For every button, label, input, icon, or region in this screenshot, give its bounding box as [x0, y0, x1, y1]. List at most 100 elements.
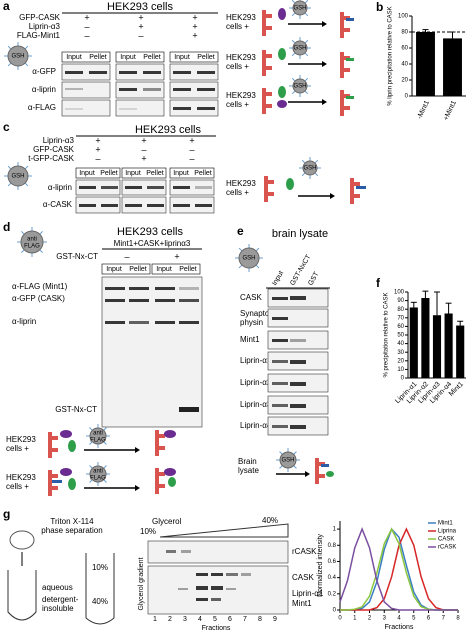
blot-band: [197, 71, 215, 74]
bead-spike: [291, 52, 296, 57]
blot-band: [195, 204, 212, 207]
blot: [61, 81, 111, 99]
bead-spike: [255, 264, 260, 269]
blot-band: [119, 88, 137, 91]
cell-protein: [262, 66, 272, 70]
blot-band: [272, 297, 288, 300]
bead-spike: [103, 465, 107, 469]
blot-band: [272, 404, 288, 407]
label: Input: [106, 266, 122, 273]
bead-label: GSH: [242, 256, 255, 262]
sign: +: [95, 144, 100, 154]
panel-title: HEK293 cells: [117, 226, 184, 238]
cell-protein: [48, 436, 58, 440]
blot: [75, 196, 121, 214]
label: FLAG-Mint1: [17, 31, 61, 40]
x-tick-label: 2: [368, 616, 372, 622]
blot-band: [173, 88, 191, 91]
cell-protein: [155, 484, 165, 488]
blot: [115, 99, 165, 117]
lane-box: [169, 51, 219, 63]
panel-label: f: [376, 276, 381, 290]
lane-box: [115, 51, 165, 63]
label: Input: [156, 266, 172, 273]
x-axis-label: Fractions: [385, 624, 414, 631]
label: Pellet: [194, 170, 212, 177]
bead-spike: [89, 427, 93, 431]
label: cells +: [226, 62, 249, 71]
cell-protein: [48, 486, 58, 490]
bead-label: GSH: [293, 84, 306, 90]
bead-spike: [7, 182, 12, 187]
blot-band: [101, 186, 118, 189]
cell-protein: [155, 472, 165, 476]
y-tick-label: 10: [397, 367, 404, 373]
panel-label: e: [237, 224, 244, 238]
y-tick-label: 0: [333, 608, 337, 614]
bead-spike: [103, 427, 107, 431]
sign: –: [84, 21, 89, 31]
cell-protein: [48, 470, 52, 496]
tube: [7, 570, 37, 621]
label: HEK293: [6, 435, 36, 444]
lane-number: 2: [168, 616, 172, 623]
lane-box: [169, 167, 215, 179]
complex: [346, 96, 354, 99]
sign: +: [138, 21, 143, 31]
label: Mint1: [240, 335, 260, 344]
y-tick-label: 30: [397, 350, 404, 356]
cell-protein: [264, 176, 268, 202]
blot: [75, 179, 121, 196]
cell-protein: [262, 10, 266, 36]
bead-spike: [255, 247, 260, 252]
sign: –: [84, 30, 89, 40]
y-tick-label: 80: [401, 30, 408, 36]
bar: [443, 38, 462, 96]
bead: [20, 230, 44, 254]
label: Pellet: [143, 54, 161, 61]
label: Mint1: [292, 599, 312, 608]
cell-protein: [340, 12, 344, 38]
y-tick-label: 20: [397, 358, 404, 364]
y-tick-label: 0: [405, 94, 409, 100]
label: α-liprin: [48, 183, 72, 192]
label: Fractions: [202, 625, 231, 631]
bead-spike: [291, 0, 296, 4]
cell-protein: [340, 28, 350, 32]
sign: +: [192, 30, 197, 40]
blot-band: [195, 186, 212, 189]
y-tick-label: 90: [397, 298, 404, 304]
blot-band: [65, 108, 83, 110]
label: Pellet: [129, 266, 147, 273]
protein: [286, 178, 294, 190]
label: GST-Nx-CT: [56, 252, 98, 261]
bead-spike: [103, 479, 107, 483]
label: Brain: [238, 457, 257, 466]
column-label: GST: [307, 270, 321, 287]
bead-spike: [301, 159, 306, 164]
cell-protein: [155, 430, 159, 456]
y-tick-label: 0: [401, 376, 405, 382]
panel-label: a: [3, 0, 10, 13]
bead-spike: [291, 90, 296, 95]
bead-spike: [21, 231, 25, 235]
arrow-head: [322, 61, 327, 67]
blot: [169, 63, 219, 81]
sign: +: [189, 135, 194, 145]
bead-label: FLAG: [90, 476, 106, 482]
arrow-head: [305, 471, 310, 477]
label: CASK: [292, 573, 314, 582]
y-tick-label: 0.8: [328, 543, 337, 549]
bead-spike: [291, 39, 296, 44]
arrow-head: [322, 99, 327, 105]
sign: –: [141, 144, 146, 154]
bar: [456, 325, 465, 378]
cell-protein: [315, 474, 325, 478]
cell-protein: [155, 434, 165, 438]
label: GST-Nx-CT: [55, 405, 97, 414]
complex: [52, 480, 62, 483]
label: 10%: [140, 527, 156, 536]
bead-spike: [314, 172, 319, 177]
sign: +: [192, 12, 197, 22]
bead-label: GSH: [281, 458, 294, 464]
